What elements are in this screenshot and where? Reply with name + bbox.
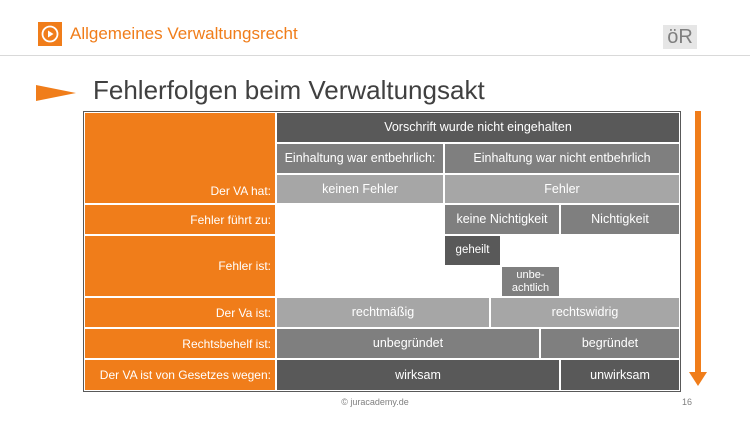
header-vorschrift: Vorschrift wurde nicht eingehalten: [276, 112, 680, 143]
cell-unwirksam: unwirksam: [560, 359, 680, 391]
cell-rechtmaessig: rechtmäßig: [276, 297, 490, 328]
cell-fehler: Fehler: [444, 174, 680, 204]
cell-begruendet: begründet: [540, 328, 680, 359]
row-label-fehler-fuehrt-text: Fehler führt zu:: [190, 212, 271, 227]
logo-play-icon: [38, 22, 62, 46]
cell-unbegruendet: unbegründet: [276, 328, 540, 359]
row-label-fehler-ist-text: Fehler ist:: [218, 259, 271, 273]
row-label-gesetz: Der VA ist von Gesetzes wegen:: [84, 359, 276, 391]
slide-title: Fehlerfolgen beim Verwaltungsakt: [93, 75, 485, 105]
row-label-fehler-ist: Fehler ist:: [84, 235, 276, 297]
row-label-gesetz-text: Der VA ist von Gesetzes wegen:: [99, 368, 271, 382]
cell-geheilt: geheilt: [444, 235, 501, 266]
row-label-va-hat: Der VA hat:: [84, 112, 276, 204]
title-arrow-icon: [36, 83, 76, 108]
header-entbehrlich: Einhaltung war entbehrlich:: [276, 143, 444, 174]
cell-keinen-fehler: keinen Fehler: [276, 174, 444, 204]
header-nicht-entbehrlich: Einhaltung war nicht entbehrlich: [444, 143, 680, 174]
row-label-va-hat-text: Der VA hat:: [210, 184, 271, 198]
cell-keine-nichtigkeit: keine Nichtigkeit: [444, 204, 560, 235]
cell-empty-fuehrt: [276, 204, 444, 235]
subject-badge: öR: [663, 25, 697, 49]
cell-nichtigkeit: Nichtigkeit: [560, 204, 680, 235]
cell-wirksam: wirksam: [276, 359, 560, 391]
down-arrow-icon: [688, 111, 708, 392]
header-divider: [0, 55, 750, 56]
cell-rechtswidrig: rechtswidrig: [490, 297, 680, 328]
header-title: Allgemeines Verwaltungsrecht: [70, 24, 298, 43]
row-label-rechtsbehelf: Rechtsbehelf ist:: [84, 328, 276, 359]
fehlerfolgen-table: Der VA hat: Fehler führt zu: Fehler ist:…: [83, 111, 681, 392]
footer-copyright: © juracademy.de: [341, 397, 409, 407]
page-number: 16: [682, 397, 693, 407]
row-label-va-ist-text: Der Va ist:: [215, 305, 271, 320]
row-label-va-ist: Der Va ist:: [84, 297, 276, 328]
cell-unbeachtlich: unbe- achtlich: [501, 266, 560, 297]
row-label-fehler-fuehrt: Fehler führt zu:: [84, 204, 276, 235]
row-label-rechtsbehelf-text: Rechtsbehelf ist:: [182, 336, 271, 351]
